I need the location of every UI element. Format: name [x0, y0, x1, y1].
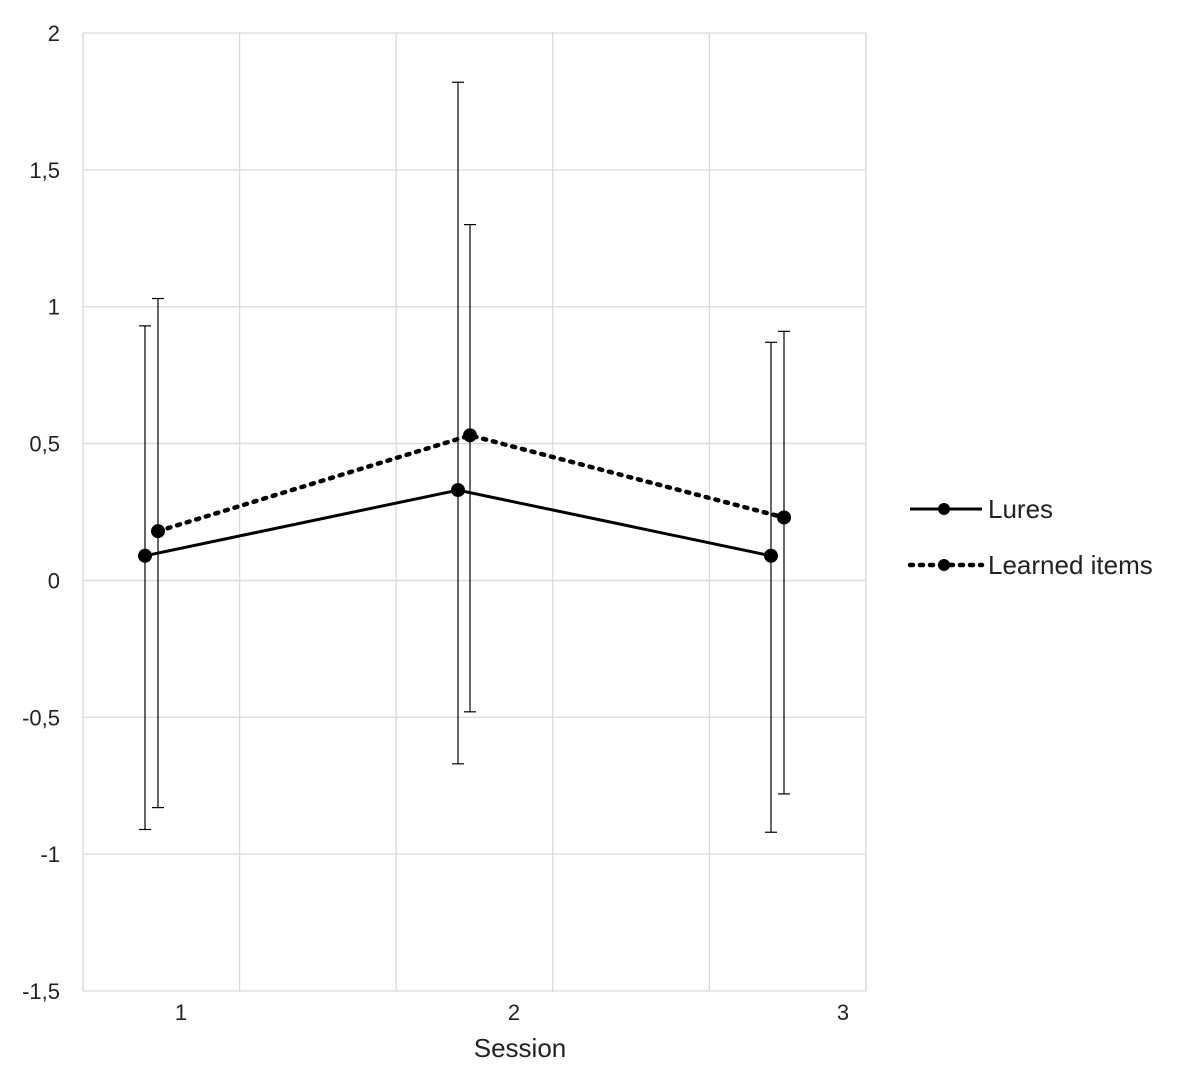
x-axis-title: Session	[474, 1033, 567, 1063]
y-tick-label: -0,5	[22, 705, 60, 730]
y-axis-tick-labels: 2 1,5 1 0,5 0 -0,5 -1 -1,5	[22, 21, 60, 1004]
data-point	[463, 428, 477, 443]
legend-label: Lures	[988, 494, 1053, 524]
legend: Lures Learned items	[907, 494, 1153, 580]
y-tick-label: 1	[48, 295, 60, 320]
data-point	[138, 548, 152, 563]
y-tick-label: -1,5	[22, 979, 60, 1004]
x-tick-label: 2	[508, 1000, 520, 1025]
legend-label: Learned items	[988, 550, 1153, 580]
data-point	[151, 524, 165, 539]
y-tick-label: 0	[48, 568, 60, 593]
x-axis-tick-labels: 1 2 3	[175, 1000, 849, 1025]
data-point	[777, 510, 791, 525]
y-tick-label: 0,5	[29, 432, 60, 457]
data-point	[764, 548, 778, 563]
legend-marker	[938, 559, 950, 571]
y-tick-label: -1	[40, 842, 60, 867]
y-tick-label: 2	[48, 21, 60, 46]
x-tick-label: 1	[175, 1000, 187, 1025]
series-line-learned-items	[155, 433, 787, 534]
y-tick-label: 1,5	[29, 158, 60, 183]
series-lines	[144, 433, 787, 558]
data-point	[451, 483, 465, 498]
error-bars	[139, 81, 790, 833]
legend-marker	[938, 503, 950, 515]
x-tick-label: 3	[837, 1000, 849, 1025]
grid-lines	[82, 32, 867, 992]
data-points	[138, 428, 791, 563]
